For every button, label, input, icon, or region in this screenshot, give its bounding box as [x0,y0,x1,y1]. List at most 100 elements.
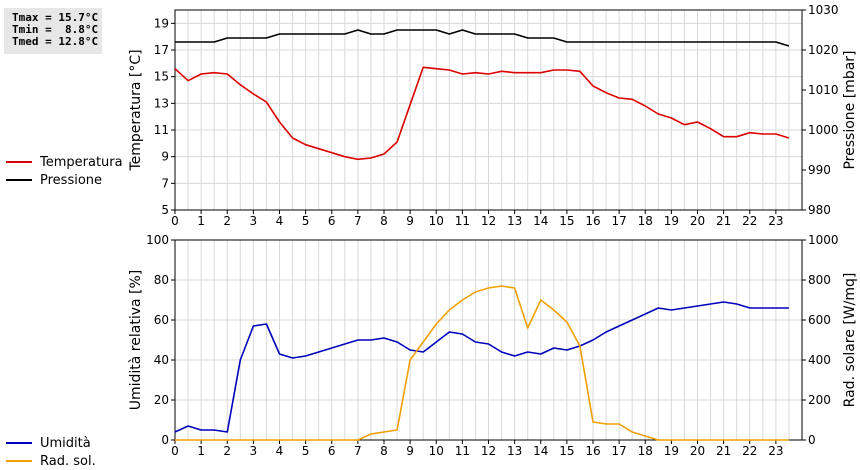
y-tick-label: 20 [154,393,169,407]
x-tick-label: 20 [690,444,705,458]
y-axis-title: Temperatura [°C] [128,49,144,171]
x-tick-label: 12 [481,214,496,228]
y2-tick-label: 400 [808,353,831,367]
y-tick-label: 13 [154,96,169,110]
x-tick-label: 8 [380,444,388,458]
x-tick-label: 20 [690,214,705,228]
y-axis-title: Umidità relativa [%] [128,270,144,411]
x-tick-label: 11 [455,444,470,458]
x-tick-label: 3 [250,444,258,458]
y-tick-label: 60 [154,313,169,327]
stats-box: Tmax = 15.7°C Tmin = 8.8°C Tmed = 12.8°C [4,8,102,54]
legend-label-temperatura: Temperatura [40,154,123,170]
x-tick-label: 17 [611,214,626,228]
x-tick-label: 19 [664,214,679,228]
chart-panel-1: 0 1 2 3 4 5 6 7 8 9 10 11 12 13 14 15 16 17 18 19 20 21 22 2357… [128,3,858,228]
x-tick-label: 22 [742,214,757,228]
y2-tick-label: 1000 [808,233,839,247]
y2-tick-label: 990 [808,163,831,177]
x-tick-label: 18 [638,444,653,458]
weather-chart: 0 1 2 3 4 5 6 7 8 9 10 11 12 13 14 15 16 17 18 19 20 21 22 2357… [128,3,858,458]
legend-top: Temperatura Pressione [6,153,123,189]
x-tick-label: 19 [664,444,679,458]
x-tick-label: 6 [328,214,336,228]
y-tick-label: 11 [154,123,169,137]
x-tick-label: 4 [276,444,284,458]
y2-tick-label: 800 [808,273,831,287]
y-tick-label: 19 [154,16,169,30]
y-tick-label: 40 [154,353,169,367]
tmin-stat: Tmin = 8.8°C [12,23,99,36]
y2-tick-label: 200 [808,393,831,407]
x-tick-label: 0 [171,214,179,228]
umidita-swatch [6,442,32,444]
x-tick-label: 18 [638,214,653,228]
x-tick-label: 2 [223,214,231,228]
x-tick-label: 7 [354,214,362,228]
y2-axis-title: Pressione [mbar] [842,50,858,169]
series-line-pressione [175,29,790,47]
x-tick-label: 8 [380,214,388,228]
x-tick-label: 15 [559,444,574,458]
radsol-swatch [6,460,32,462]
pressione-swatch [6,179,32,181]
legend-item-temperatura: Temperatura [6,153,123,171]
y-tick-label: 5 [161,203,169,217]
legend-label-umidita: Umidità [40,435,91,451]
series-line-umidit [174,301,789,433]
temperatura-swatch [6,161,32,163]
legend-item-umidita: Umidità [6,434,96,452]
x-tick-label: 14 [533,214,548,228]
x-tick-label: 10 [429,214,444,228]
y2-tick-label: 0 [808,433,816,447]
x-tick-label: 2 [223,444,231,458]
y-tick-label: 17 [154,43,169,57]
y-tick-label: 7 [161,176,169,190]
y2-axis-title: Rad. solare [W/mq] [842,273,858,408]
x-tick-label: 0 [171,444,179,458]
x-tick-label: 13 [507,444,522,458]
series-line-rad-sol [175,285,789,441]
x-tick-label: 15 [559,214,574,228]
x-tick-label: 12 [481,444,496,458]
legend-item-pressione: Pressione [6,171,123,189]
x-tick-label: 14 [533,444,548,458]
x-tick-label: 3 [250,214,258,228]
y2-tick-label: 1010 [808,83,839,97]
x-tick-label: 11 [455,214,470,228]
x-tick-label: 17 [611,444,626,458]
y2-tick-label: 1000 [808,123,839,137]
x-tick-label: 5 [302,214,310,228]
x-tick-label: 9 [406,444,414,458]
x-tick-label: 23 [768,444,783,458]
y-tick-label: 100 [146,233,169,247]
x-tick-label: 6 [328,444,336,458]
y2-tick-label: 1020 [808,43,839,57]
x-tick-label: 1 [197,214,205,228]
x-tick-label: 22 [742,444,757,458]
y-tick-label: 80 [154,273,169,287]
x-tick-label: 23 [768,214,783,228]
legend-label-pressione: Pressione [40,172,103,188]
tmed-stat: Tmed = 12.8°C [12,35,99,48]
x-tick-label: 21 [716,444,731,458]
tmax-stat: Tmax = 15.7°C [12,11,99,24]
x-tick-label: 10 [429,444,444,458]
y2-tick-label: 980 [808,203,831,217]
y-tick-label: 9 [161,150,169,164]
x-tick-label: 1 [197,444,205,458]
x-tick-label: 21 [716,214,731,228]
x-tick-label: 5 [302,444,310,458]
x-tick-label: 16 [585,444,600,458]
y2-tick-label: 1030 [808,3,839,17]
x-tick-label: 13 [507,214,522,228]
y-tick-label: 0 [161,433,169,447]
x-tick-label: 7 [354,444,362,458]
x-tick-label: 16 [585,214,600,228]
chart-panel-2: 0 1 2 3 4 5 6 7 8 9 10 11 12 13 14 15 16 17 18 19 20 21 22 2302… [128,233,858,458]
y-tick-label: 15 [154,70,169,84]
y2-tick-label: 600 [808,313,831,327]
x-tick-label: 9 [406,214,414,228]
x-tick-label: 4 [276,214,284,228]
series-line-temperatura [174,66,790,161]
